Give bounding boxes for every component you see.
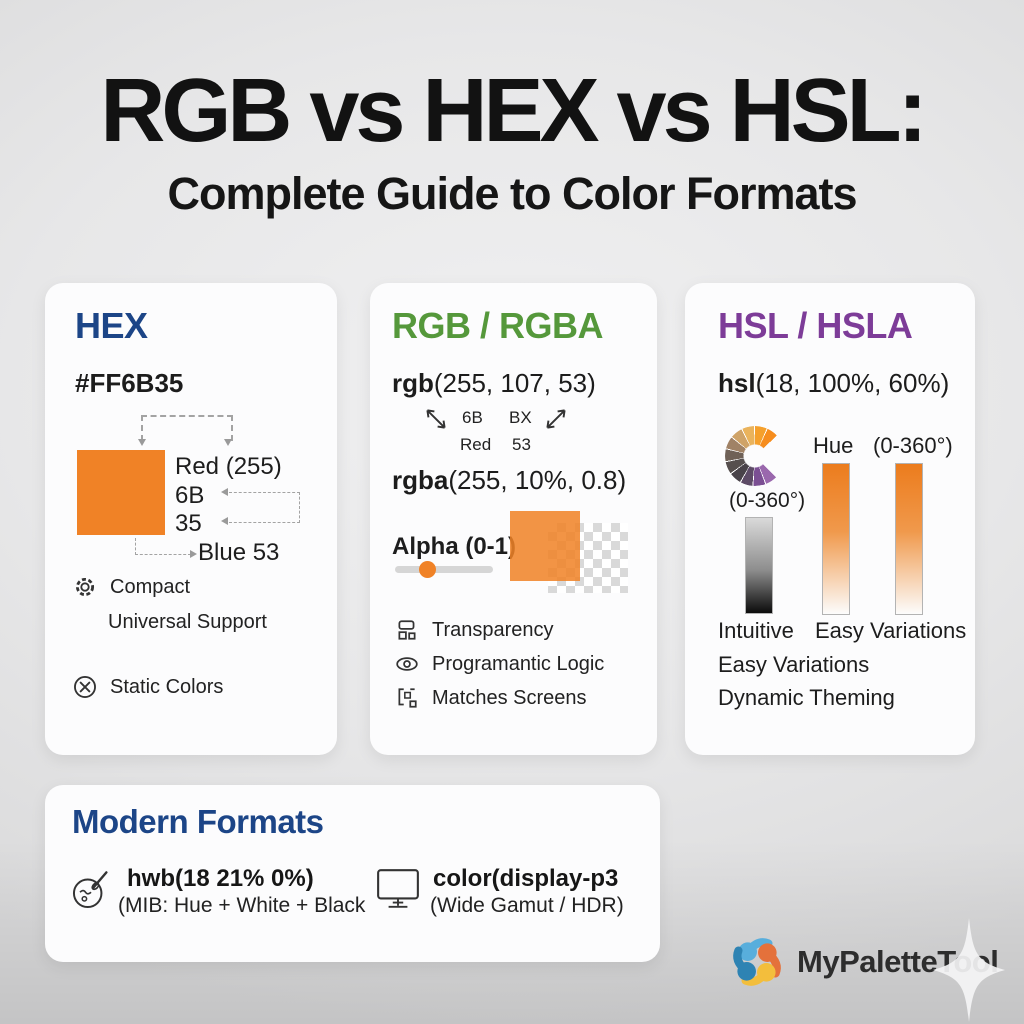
hsl-fn: hsl xyxy=(718,368,756,398)
subtitle: Complete Guide to Color Formats xyxy=(167,168,857,219)
hue-label: Hue xyxy=(813,433,854,458)
rgb-feature-label: Transparency xyxy=(432,618,554,641)
rgb-color-swatch xyxy=(510,511,580,581)
double-arrow-nw-se-icon xyxy=(426,409,446,429)
rgba-code-value: rgba(255, 10%, 0.8) xyxy=(392,465,626,496)
hex-card: HEX #FF6B35 Red (255) 6B 35 Blue 53 Comp… xyxy=(45,283,337,755)
hwb-code-value: hwb(18 21% 0%) xyxy=(127,865,314,892)
hex-feature-label: Compact xyxy=(110,575,191,598)
rgba-args: (255, 10%, 0.8) xyxy=(448,465,627,495)
hex-ann-red: Red (255) xyxy=(175,453,282,480)
hue-gradient-bar xyxy=(822,463,850,615)
rgb-ann-6b: 6B xyxy=(462,408,483,427)
hsl-card: HSL / HSLA hsl(18, 100%, 60%) Hue (0-360… xyxy=(685,283,975,755)
displayp3-code-value: color(display-p3 xyxy=(433,865,619,892)
hwb-desc: (MIB: Hue + White + Black xyxy=(118,894,366,917)
hue-wheel-icon xyxy=(725,426,785,486)
hex-card-heading: HEX xyxy=(75,305,148,346)
dashed-connector-bottom xyxy=(135,538,191,555)
arrow-down-icon xyxy=(138,439,146,446)
arrow-left-icon xyxy=(221,488,228,496)
hex-ann-green-pair: 6B xyxy=(175,482,205,509)
rgb-fn: rgb xyxy=(392,368,434,398)
displayp3-desc: (Wide Gamut / HDR) xyxy=(430,894,624,917)
alpha-slider-thumb[interactable] xyxy=(419,561,436,578)
hsl-args: (18, 100%, 60%) xyxy=(755,368,950,398)
hue-gradient-bar xyxy=(895,463,923,615)
modern-card-heading: Modern Formats xyxy=(72,803,324,840)
double-arrow-ne-sw-icon xyxy=(546,409,566,429)
arrow-left-icon xyxy=(221,517,228,525)
alpha-slider-track[interactable] xyxy=(395,566,493,573)
hsl-label-intuitive: Intuitive xyxy=(718,618,794,643)
gear-icon xyxy=(75,577,95,597)
rgb-card: RGB / RGBA rgb(255, 107, 53) 6B BX Red 5… xyxy=(370,283,657,755)
main-title: RGB vs HEX vs HSL: xyxy=(100,61,927,161)
circle-x-icon xyxy=(74,676,96,698)
hue-range-label: (0-360°) xyxy=(873,433,953,458)
hsl-label-easy-variations: Easy Variations xyxy=(815,618,967,643)
eye-icon xyxy=(396,657,418,671)
alpha-label: Alpha (0-1) xyxy=(392,533,517,560)
hex-feature-label: Universal Support xyxy=(108,611,267,633)
hex-color-swatch xyxy=(77,450,165,535)
hsl-label-easy-variations: Easy Variations xyxy=(718,652,870,677)
arrow-down-icon xyxy=(224,439,232,446)
sparkle-icon xyxy=(933,918,1005,1022)
modern-formats-card: Modern Formats hwb(18 21% 0%) (MIB: Hue … xyxy=(45,785,660,962)
rgb-ann-53: 53 xyxy=(512,435,531,454)
lightness-gradient-bar xyxy=(745,517,773,614)
rgb-ann-bx: BX xyxy=(509,408,532,427)
hsl-label-dynamic-theming: Dynamic Theming xyxy=(718,685,895,710)
palette-brush-icon xyxy=(72,871,108,909)
hsl-card-heading: HSL / HSLA xyxy=(718,305,913,346)
rgb-args: (255, 107, 53) xyxy=(433,368,596,398)
rgb-ann-red: Red xyxy=(460,435,492,454)
brand-pinwheel-icon xyxy=(725,930,789,994)
dashed-connector-top xyxy=(141,415,233,441)
screen-element-icon xyxy=(398,688,417,708)
hex-ann-blue-pair: 35 xyxy=(175,510,202,537)
hex-code-value: #FF6B35 xyxy=(75,368,184,398)
layout-squares-icon xyxy=(398,620,416,640)
hex-ann-blue: Blue 53 xyxy=(198,539,280,566)
rgb-feature-label: Programantic Logic xyxy=(432,652,605,675)
monitor-icon xyxy=(377,869,419,908)
rgb-feature-label: Matches Screens xyxy=(432,686,587,709)
hsl-code-value: hsl(18, 100%, 60%) xyxy=(718,368,949,399)
rgba-fn: rgba xyxy=(392,465,449,495)
hex-feature-label: Static Colors xyxy=(110,675,224,698)
rgb-card-heading: RGB / RGBA xyxy=(392,305,604,346)
arrow-right-icon xyxy=(190,550,197,558)
wheel-range-label: (0-360°) xyxy=(729,489,806,512)
dashed-connector-right xyxy=(229,492,300,523)
rgb-code-value: rgb(255, 107, 53) xyxy=(392,368,596,399)
